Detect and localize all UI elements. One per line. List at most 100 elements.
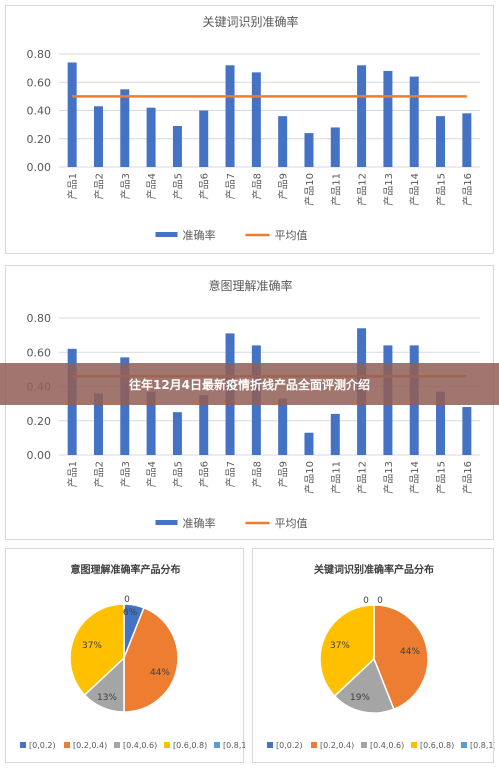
x-tick-label: 产品16 — [461, 461, 474, 494]
bar — [278, 116, 288, 167]
bar — [120, 89, 130, 167]
legend-label: [0.4,0.6) — [370, 741, 404, 750]
bar — [330, 127, 340, 167]
legend-bar-swatch — [155, 232, 178, 237]
x-tick-label: 产品15 — [435, 461, 448, 494]
legend-label: [0.6,0.8) — [420, 741, 454, 750]
x-tick-label: 产品9 — [277, 461, 290, 487]
x-tick-label: 产品15 — [435, 173, 448, 206]
intent-distribution-pie-panel: 意图理解准确率产品分布 6% 44% 13% 37% 0 [0,0.2) [0.2,0.4) [… — [5, 548, 245, 763]
pie-data-label: 6% — [123, 608, 138, 618]
pie-slice — [373, 604, 429, 711]
y-tick-label: 0.60 — [27, 76, 52, 89]
bar — [199, 395, 209, 455]
keyword-distribution-pie-panel: 关键词识别准确率产品分布 0 44% 19% 37% 0 [0,0.2) [0.2,0.4) [… — [252, 548, 495, 763]
bar — [146, 391, 156, 455]
legend-swatch — [361, 742, 367, 748]
bar — [462, 407, 472, 455]
bar — [383, 70, 393, 167]
legend-bar-label: 准确率 — [183, 228, 216, 242]
legend-label: [0,0.2) — [29, 741, 56, 750]
legend-swatch — [64, 742, 70, 748]
x-tick-label: 产品8 — [250, 461, 263, 487]
pie-data-label: 37% — [82, 641, 102, 651]
x-tick-label: 产品7 — [224, 461, 237, 487]
bar — [67, 62, 77, 167]
x-tick-label: 产品1 — [66, 173, 79, 199]
x-tick-label: 产品10 — [303, 173, 316, 206]
x-tick-label: 产品14 — [408, 173, 421, 206]
bar — [93, 393, 103, 455]
pie-slice — [333, 657, 395, 714]
x-tick-label: 产品11 — [329, 173, 342, 206]
x-tick-label: 产品10 — [303, 461, 316, 494]
x-tick-label: 产品1 — [66, 461, 79, 487]
x-tick-label: 产品5 — [171, 461, 184, 487]
pie-data-label: 19% — [350, 693, 370, 703]
bar — [436, 391, 446, 455]
y-tick-label: 0.60 — [27, 346, 52, 359]
legend-label: [0,0.2) — [276, 741, 303, 750]
x-tick-label: 产品6 — [198, 461, 211, 487]
bar — [304, 133, 314, 167]
article-title-banner: 往年12月4日最新疫情折线产品全面评测介绍 — [0, 363, 499, 405]
legend-label: [0.6,0.8) — [173, 741, 207, 750]
keyword-accuracy-bar-chart: 关键词识别准确率 0.00 0.20 0.40 0.60 0.80 产品1 产品2 产品3 产品4… — [27, 14, 480, 242]
y-tick-label: 0.80 — [27, 48, 52, 61]
pie-data-label: 37% — [330, 641, 350, 651]
article-title: 往年12月4日最新疫情折线产品全面评测介绍 — [128, 377, 371, 392]
y-tick-label: 0.20 — [27, 133, 52, 146]
y-tick-label: 0.40 — [27, 105, 52, 118]
legend-swatch — [214, 742, 220, 748]
intent-distribution-pie-chart: 意图理解准确率产品分布 6% 44% 13% 37% 0 [0,0.2) [0.2,0.4) [… — [20, 563, 245, 750]
bar — [278, 398, 288, 455]
x-tick-label: 产品4 — [145, 173, 158, 199]
bar — [120, 357, 130, 455]
bar — [251, 72, 261, 167]
y-tick-label: 0.00 — [27, 161, 52, 174]
keyword-accuracy-chart-panel: 关键词识别准确率 0.00 0.20 0.40 0.60 0.80 产品1 产品2 产品3 产品4… — [5, 5, 494, 254]
legend-swatch — [20, 742, 26, 748]
legend-label: [0.2,0.4) — [73, 741, 107, 750]
y-tick-label: 0.80 — [27, 312, 52, 325]
x-tick-label: 产品4 — [145, 461, 158, 487]
x-tick-label: 产品5 — [171, 173, 184, 199]
x-tick-label: 产品13 — [382, 173, 395, 206]
chart-title: 关键词识别准确率产品分布 — [314, 563, 434, 576]
x-tick-label: 产品8 — [250, 173, 263, 199]
legend-label: [0.4,0.6) — [123, 741, 157, 750]
bar — [357, 65, 367, 167]
x-tick-label: 产品2 — [92, 173, 105, 199]
bar — [409, 76, 419, 167]
pie-data-label: 13% — [97, 693, 117, 703]
x-tick-label: 产品7 — [224, 173, 237, 199]
pie-slice — [69, 603, 125, 697]
legend-bar-label: 准确率 — [183, 516, 216, 530]
x-tick-label: 产品13 — [382, 461, 395, 494]
pie-slice — [123, 606, 179, 713]
chart-title: 关键词识别准确率 — [202, 14, 298, 29]
x-tick-label: 产品14 — [408, 461, 421, 494]
bar — [199, 110, 209, 167]
legend-average-label: 平均值 — [275, 229, 308, 242]
legend-swatch — [164, 742, 170, 748]
pie-data-label: 44% — [150, 668, 170, 678]
legend-swatch — [267, 742, 273, 748]
y-tick-label: 0.20 — [27, 415, 52, 428]
pie-slice — [319, 604, 375, 698]
x-tick-label: 产品9 — [277, 173, 290, 199]
x-tick-label: 产品12 — [356, 173, 369, 206]
chart-title: 意图理解准确率产品分布 — [71, 563, 181, 576]
legend-label: [0.2,0.4) — [320, 741, 354, 750]
chart-title: 意图理解准确率 — [208, 278, 292, 293]
legend-swatch — [461, 742, 467, 748]
keyword-distribution-pie-chart: 关键词识别准确率产品分布 0 44% 19% 37% 0 [0,0.2) [0.2,0.4) [… — [267, 563, 495, 750]
legend-swatch — [311, 742, 317, 748]
bar — [93, 106, 103, 167]
bar — [146, 107, 156, 167]
pie-data-label: 0 — [377, 596, 383, 606]
legend-average-label: 平均值 — [275, 517, 308, 530]
legend-label: [0.8,1] — [470, 741, 495, 750]
bar — [172, 412, 182, 455]
legend-bar-swatch — [155, 520, 178, 525]
